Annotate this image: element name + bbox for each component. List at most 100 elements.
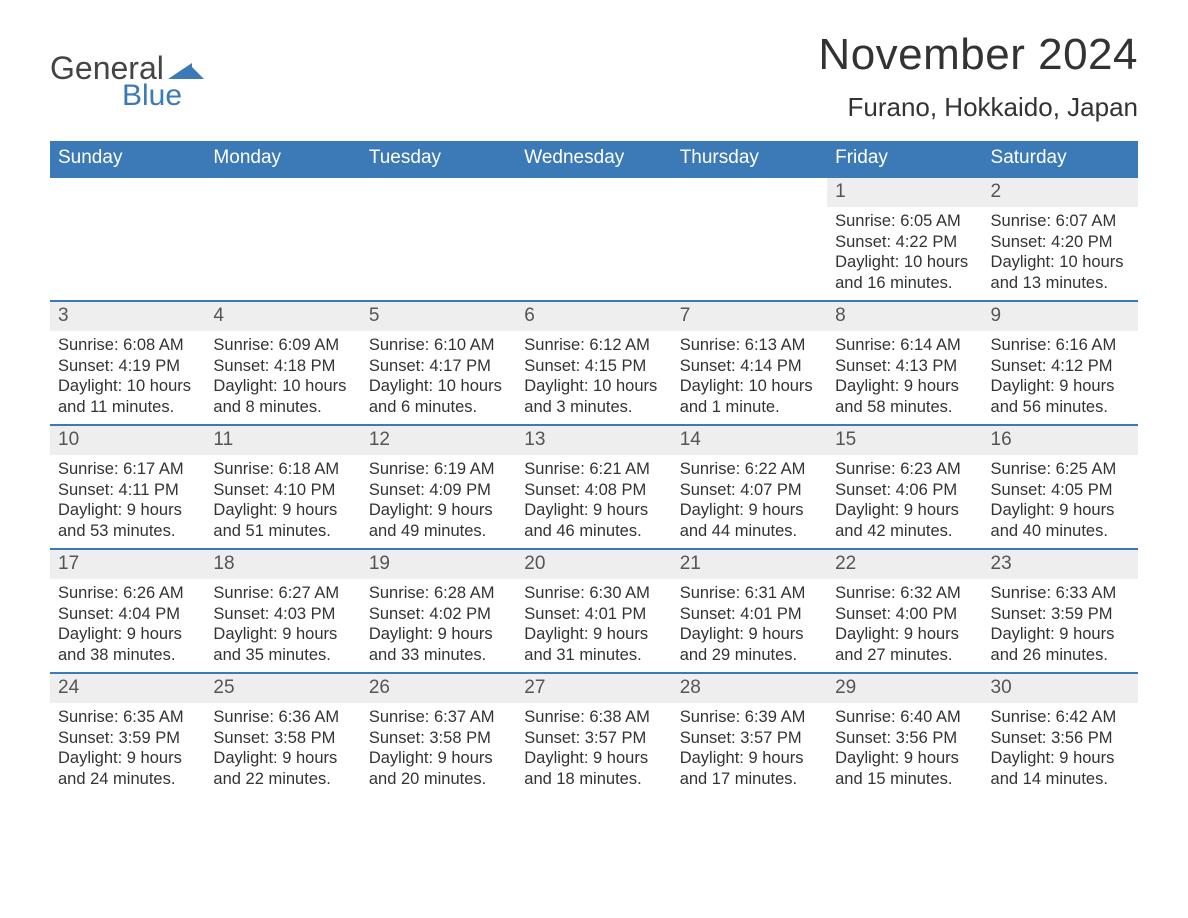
- day-cell: 17Sunrise: 6:26 AMSunset: 4:04 PMDayligh…: [50, 550, 205, 672]
- day-cell: [205, 178, 360, 300]
- daylight-line2: and 27 minutes.: [835, 645, 974, 666]
- day-number: 2: [983, 178, 1138, 207]
- day-cell: 30Sunrise: 6:42 AMSunset: 3:56 PMDayligh…: [983, 674, 1138, 796]
- daylight-line1: Daylight: 10 hours: [835, 252, 974, 273]
- sunset-line: Sunset: 4:19 PM: [58, 356, 197, 377]
- day-number: 11: [205, 426, 360, 455]
- sunset-line: Sunset: 3:56 PM: [991, 728, 1130, 749]
- title-block: November 2024 Furano, Hokkaido, Japan: [818, 30, 1138, 123]
- week-row: 10Sunrise: 6:17 AMSunset: 4:11 PMDayligh…: [50, 424, 1138, 548]
- daylight-line1: Daylight: 9 hours: [369, 748, 508, 769]
- daylight-line1: Daylight: 9 hours: [524, 624, 663, 645]
- daylight-line1: Daylight: 9 hours: [680, 748, 819, 769]
- sunrise-line: Sunrise: 6:25 AM: [991, 459, 1130, 480]
- daylight-line2: and 38 minutes.: [58, 645, 197, 666]
- daylight-line2: and 56 minutes.: [991, 397, 1130, 418]
- day-number: 15: [827, 426, 982, 455]
- week-row: 24Sunrise: 6:35 AMSunset: 3:59 PMDayligh…: [50, 672, 1138, 796]
- sunrise-line: Sunrise: 6:33 AM: [991, 583, 1130, 604]
- sunset-line: Sunset: 4:08 PM: [524, 480, 663, 501]
- sunrise-line: Sunrise: 6:31 AM: [680, 583, 819, 604]
- day-cell: 13Sunrise: 6:21 AMSunset: 4:08 PMDayligh…: [516, 426, 671, 548]
- day-body: Sunrise: 6:13 AMSunset: 4:14 PMDaylight:…: [672, 331, 827, 418]
- sunrise-line: Sunrise: 6:27 AM: [213, 583, 352, 604]
- week-row: 3Sunrise: 6:08 AMSunset: 4:19 PMDaylight…: [50, 300, 1138, 424]
- day-cell: 15Sunrise: 6:23 AMSunset: 4:06 PMDayligh…: [827, 426, 982, 548]
- day-cell: 3Sunrise: 6:08 AMSunset: 4:19 PMDaylight…: [50, 302, 205, 424]
- daylight-line1: Daylight: 9 hours: [58, 500, 197, 521]
- daylight-line1: Daylight: 9 hours: [680, 624, 819, 645]
- day-cell: 2Sunrise: 6:07 AMSunset: 4:20 PMDaylight…: [983, 178, 1138, 300]
- daylight-line1: Daylight: 9 hours: [835, 624, 974, 645]
- day-body: Sunrise: 6:36 AMSunset: 3:58 PMDaylight:…: [205, 703, 360, 790]
- day-number: 30: [983, 674, 1138, 703]
- day-body: Sunrise: 6:31 AMSunset: 4:01 PMDaylight:…: [672, 579, 827, 666]
- calendar-body: 1Sunrise: 6:05 AMSunset: 4:22 PMDaylight…: [50, 176, 1138, 796]
- daylight-line2: and 11 minutes.: [58, 397, 197, 418]
- daylight-line1: Daylight: 9 hours: [835, 376, 974, 397]
- day-body: Sunrise: 6:40 AMSunset: 3:56 PMDaylight:…: [827, 703, 982, 790]
- day-body: Sunrise: 6:17 AMSunset: 4:11 PMDaylight:…: [50, 455, 205, 542]
- sunrise-line: Sunrise: 6:32 AM: [835, 583, 974, 604]
- sunrise-line: Sunrise: 6:12 AM: [524, 335, 663, 356]
- day-cell: 1Sunrise: 6:05 AMSunset: 4:22 PMDaylight…: [827, 178, 982, 300]
- day-body: Sunrise: 6:19 AMSunset: 4:09 PMDaylight:…: [361, 455, 516, 542]
- daylight-line2: and 24 minutes.: [58, 769, 197, 790]
- daylight-line1: Daylight: 9 hours: [213, 624, 352, 645]
- sunrise-line: Sunrise: 6:19 AM: [369, 459, 508, 480]
- sunset-line: Sunset: 3:57 PM: [524, 728, 663, 749]
- day-cell: 28Sunrise: 6:39 AMSunset: 3:57 PMDayligh…: [672, 674, 827, 796]
- daylight-line2: and 22 minutes.: [213, 769, 352, 790]
- sunset-line: Sunset: 3:57 PM: [680, 728, 819, 749]
- day-number: 17: [50, 550, 205, 579]
- day-cell: 22Sunrise: 6:32 AMSunset: 4:00 PMDayligh…: [827, 550, 982, 672]
- daylight-line1: Daylight: 9 hours: [991, 500, 1130, 521]
- sunset-line: Sunset: 4:07 PM: [680, 480, 819, 501]
- daylight-line1: Daylight: 10 hours: [369, 376, 508, 397]
- day-cell: 24Sunrise: 6:35 AMSunset: 3:59 PMDayligh…: [50, 674, 205, 796]
- logo: General Blue: [50, 50, 204, 113]
- day-cell: 18Sunrise: 6:27 AMSunset: 4:03 PMDayligh…: [205, 550, 360, 672]
- sunset-line: Sunset: 3:58 PM: [369, 728, 508, 749]
- day-number: 27: [516, 674, 671, 703]
- daylight-line1: Daylight: 9 hours: [991, 624, 1130, 645]
- sunset-line: Sunset: 4:22 PM: [835, 232, 974, 253]
- daylight-line2: and 1 minute.: [680, 397, 819, 418]
- week-row: 17Sunrise: 6:26 AMSunset: 4:04 PMDayligh…: [50, 548, 1138, 672]
- weekday-header: Monday: [205, 141, 360, 176]
- day-body: Sunrise: 6:12 AMSunset: 4:15 PMDaylight:…: [516, 331, 671, 418]
- sunrise-line: Sunrise: 6:42 AM: [991, 707, 1130, 728]
- day-number: 24: [50, 674, 205, 703]
- day-cell: 8Sunrise: 6:14 AMSunset: 4:13 PMDaylight…: [827, 302, 982, 424]
- sunset-line: Sunset: 4:18 PM: [213, 356, 352, 377]
- day-cell: [672, 178, 827, 300]
- day-cell: 5Sunrise: 6:10 AMSunset: 4:17 PMDaylight…: [361, 302, 516, 424]
- day-body: Sunrise: 6:32 AMSunset: 4:00 PMDaylight:…: [827, 579, 982, 666]
- daylight-line2: and 33 minutes.: [369, 645, 508, 666]
- location-label: Furano, Hokkaido, Japan: [818, 92, 1138, 123]
- sunrise-line: Sunrise: 6:07 AM: [991, 211, 1130, 232]
- sunset-line: Sunset: 4:15 PM: [524, 356, 663, 377]
- sunset-line: Sunset: 4:01 PM: [680, 604, 819, 625]
- daylight-line1: Daylight: 9 hours: [213, 500, 352, 521]
- sunset-line: Sunset: 4:01 PM: [524, 604, 663, 625]
- day-number: 16: [983, 426, 1138, 455]
- day-cell: 10Sunrise: 6:17 AMSunset: 4:11 PMDayligh…: [50, 426, 205, 548]
- day-number: 4: [205, 302, 360, 331]
- day-body: Sunrise: 6:35 AMSunset: 3:59 PMDaylight:…: [50, 703, 205, 790]
- day-body: Sunrise: 6:39 AMSunset: 3:57 PMDaylight:…: [672, 703, 827, 790]
- daylight-line1: Daylight: 9 hours: [369, 500, 508, 521]
- sunrise-line: Sunrise: 6:38 AM: [524, 707, 663, 728]
- daylight-line2: and 16 minutes.: [835, 273, 974, 294]
- day-body: Sunrise: 6:05 AMSunset: 4:22 PMDaylight:…: [827, 207, 982, 294]
- day-body: Sunrise: 6:28 AMSunset: 4:02 PMDaylight:…: [361, 579, 516, 666]
- sunset-line: Sunset: 4:14 PM: [680, 356, 819, 377]
- daylight-line2: and 8 minutes.: [213, 397, 352, 418]
- daylight-line1: Daylight: 9 hours: [58, 748, 197, 769]
- daylight-line1: Daylight: 9 hours: [835, 748, 974, 769]
- day-number: 26: [361, 674, 516, 703]
- weekday-header: Friday: [827, 141, 982, 176]
- daylight-line1: Daylight: 9 hours: [213, 748, 352, 769]
- day-body: Sunrise: 6:21 AMSunset: 4:08 PMDaylight:…: [516, 455, 671, 542]
- day-cell: [361, 178, 516, 300]
